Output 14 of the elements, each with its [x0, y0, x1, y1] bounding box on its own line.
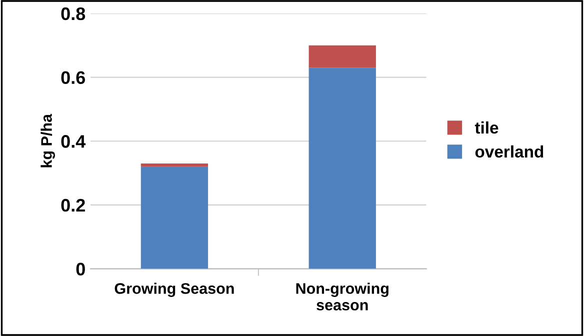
bar — [308, 68, 376, 269]
x-tick-label: Growing Season — [114, 282, 234, 297]
bar — [140, 166, 208, 269]
y-tick-label: 0.8 — [61, 7, 86, 20]
y-tick-label: 0.6 — [61, 71, 86, 84]
bar — [308, 45, 376, 68]
x-tick-label: Non-growing season — [296, 282, 388, 310]
y-tick-label: 0 — [76, 262, 85, 276]
legend-label: overland — [475, 145, 544, 158]
bar — [140, 163, 208, 167]
y-axis-title: kg P/ha — [40, 114, 56, 168]
legend-label: tile — [474, 121, 498, 134]
y-tick-label: 0.2 — [61, 198, 85, 212]
y-tick-label: 0.4 — [61, 135, 86, 148]
